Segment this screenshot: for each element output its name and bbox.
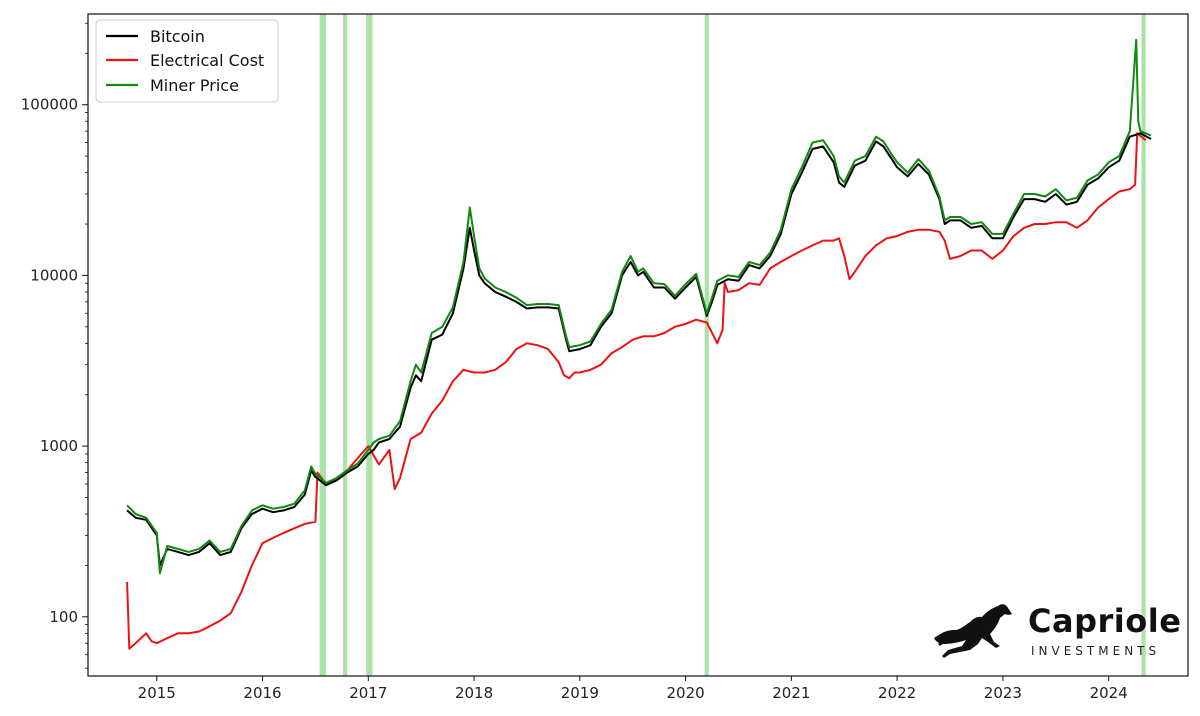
x-tick-label: 2015	[138, 684, 176, 702]
series-line-miner-price	[126, 38, 1152, 575]
x-tick-label: 2017	[349, 684, 387, 702]
x-tick-label: 2018	[455, 684, 493, 702]
highlight-band-2	[366, 14, 373, 676]
x-tick-label: 2016	[243, 684, 281, 702]
legend-box	[95, 19, 279, 103]
highlight-bands	[319, 14, 1146, 676]
horse-icon	[934, 604, 1012, 658]
y-tick-label: 100	[49, 608, 78, 626]
x-tick-label: 2022	[878, 684, 916, 702]
highlight-band-0	[319, 14, 326, 676]
logo-subtitle: INVESTMENTS	[1031, 644, 1160, 658]
legend: Bitcoin Electrical Cost Miner Price	[95, 19, 279, 103]
logo-title: Capriole	[1028, 602, 1181, 640]
plot-frame	[87, 13, 1189, 677]
x-tick-label: 2021	[772, 684, 810, 702]
series-layer	[126, 38, 1152, 650]
x-tick-label: 2024	[1090, 684, 1128, 702]
legend-label-bitcoin: Bitcoin	[150, 27, 205, 46]
y-tick-label: 10000	[30, 266, 78, 284]
x-axis: 2015 2016 2017 2018 2019 2020 2021 2022 2023 2024	[138, 676, 1128, 702]
capriole-logo: Capriole INVESTMENTS	[934, 602, 1181, 658]
highlight-band-1	[342, 14, 348, 676]
highlight-band-4	[1141, 14, 1146, 676]
x-tick-label: 2020	[667, 684, 705, 702]
x-tick-label: 2019	[561, 684, 599, 702]
y-tick-label: 1000	[40, 437, 78, 455]
legend-label-miner-price: Miner Price	[150, 76, 239, 95]
highlight-band-3	[704, 14, 709, 676]
series-line-electrical-cost	[126, 132, 1147, 650]
x-tick-label: 2023	[984, 684, 1022, 702]
y-tick-label: 100000	[21, 96, 78, 114]
y-axis: 100 1000 10000 100000	[21, 22, 88, 669]
legend-label-electrical-cost: Electrical Cost	[150, 51, 264, 70]
series-line-bitcoin	[126, 132, 1152, 567]
